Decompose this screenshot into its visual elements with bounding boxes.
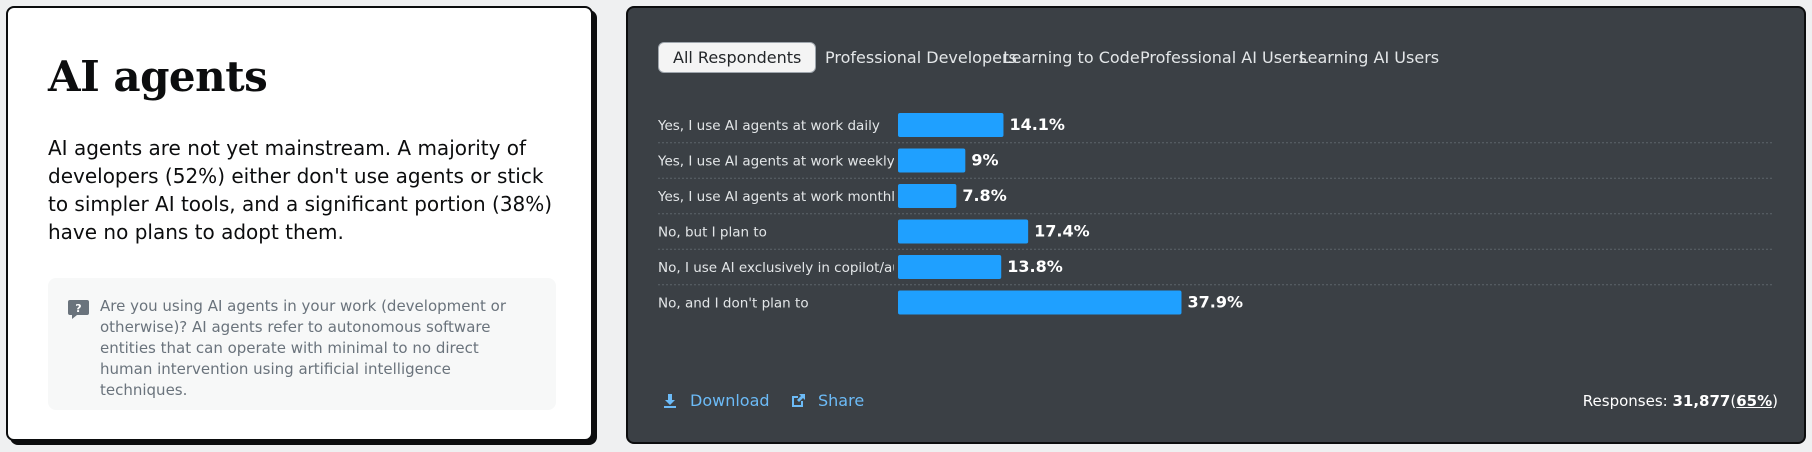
download-icon [664, 394, 676, 408]
share-button[interactable]: Share [790, 388, 870, 414]
bar-chart: Yes, I use AI agents at work daily 14.1% Y… [657, 113, 1774, 315]
bar[interactable] [898, 290, 1182, 315]
section-title: AI agents [48, 52, 268, 101]
bar-value-label: 13.8% [1007, 257, 1063, 276]
external-link-icon [792, 394, 805, 407]
bar[interactable] [898, 255, 1002, 279]
survey-question-box: ? Are you using AI agents in your work (… [48, 278, 556, 410]
bar[interactable] [898, 113, 1004, 137]
bar-category-label: No, and I don't plan to [658, 296, 809, 312]
responses-count: 31,877 [1672, 392, 1731, 410]
bar-value-label: 17.4% [1034, 222, 1090, 241]
bar-category-label: Yes, I use AI agents at work monthly or … [657, 189, 1007, 205]
survey-question-text: Are you using AI agents in your work (de… [100, 297, 506, 399]
bar-category-label: Yes, I use AI agents at work weekly [657, 154, 895, 170]
share-label: Share [818, 391, 865, 410]
bar[interactable] [898, 219, 1029, 244]
tab-all-respondents[interactable]: All Respondents [658, 42, 817, 73]
chart-card: All Respondents Professional Developers … [626, 6, 1806, 444]
tab-professional-developers[interactable]: Professional Developers [825, 48, 1017, 67]
responses-percent[interactable]: 65% [1736, 392, 1773, 410]
bar[interactable] [898, 184, 957, 208]
bar-value-label: 7.8% [962, 186, 1006, 205]
bar-category-label: No, but I plan to [658, 225, 767, 241]
download-label: Download [690, 391, 770, 410]
question-icon: ? [68, 300, 89, 319]
bar-value-label: 14.1% [1009, 115, 1065, 134]
bar[interactable] [898, 148, 966, 173]
responses-summary: Responses: 31,877(65%) [1582, 392, 1778, 410]
svg-text:?: ? [75, 302, 81, 315]
tab-learning-ai-users[interactable]: Learning AI Users [1299, 48, 1440, 67]
bar-category-label: No, I use AI exclusively in copilot/auto… [658, 260, 1020, 276]
download-button[interactable]: Download [662, 388, 772, 414]
tab-learning-to-code[interactable]: Learning to Code [1003, 48, 1140, 67]
bar-value-label: 9% [971, 151, 998, 170]
info-card: AI agents AI agents are not yet mainstre… [6, 6, 593, 441]
tab-professional-ai-users[interactable]: Professional AI Users [1140, 48, 1307, 67]
bar-category-label: Yes, I use AI agents at work daily [657, 118, 880, 134]
bar-value-label: 37.9% [1187, 293, 1243, 312]
section-description: AI agents are not yet mainstream. A majo… [48, 136, 553, 244]
responses-label: Responses: [1582, 392, 1668, 410]
